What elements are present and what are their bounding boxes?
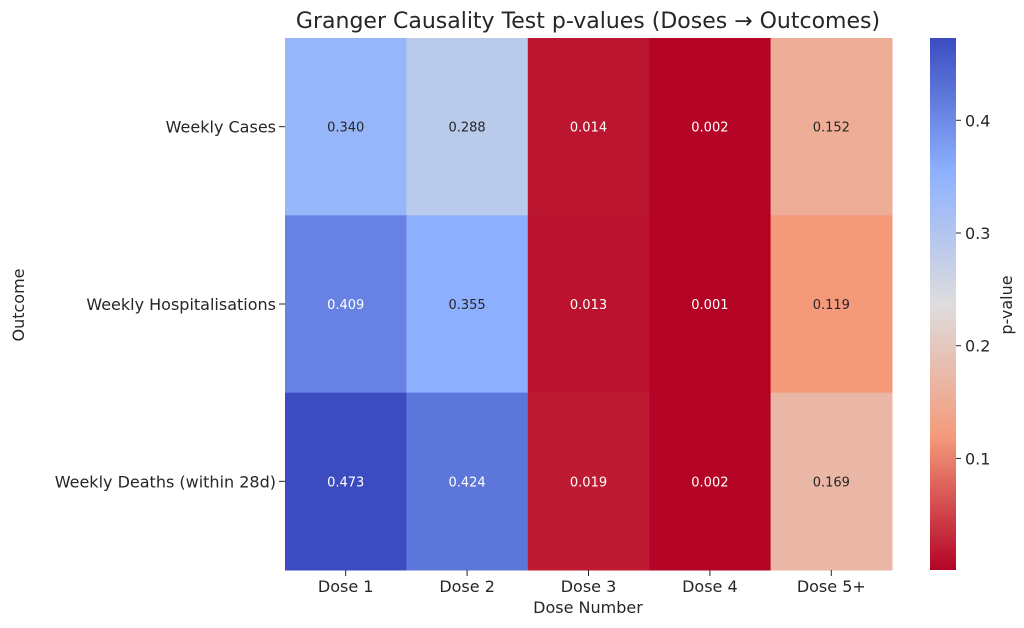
cell-value-label: 0.409 [327,298,364,313]
x-tick-label: Dose 3 [561,577,617,596]
x-tick-label: Dose 4 [682,577,738,596]
heatmap-cell [770,215,893,394]
x-tick-labels: Dose 1 Dose 2 Dose 3 Dose 4 Dose 5+ [318,570,866,596]
cell-value-label: 0.169 [813,475,850,490]
cell-value-label: 0.424 [448,475,485,490]
heatmap-cell [527,392,650,571]
y-axis-label: Outcome [9,268,28,341]
heatmap-cell [527,215,650,394]
heatmap-cell [406,215,529,394]
cell-value-label: 0.001 [691,298,728,313]
cell-value-label: 0.355 [448,298,485,313]
heatmap-cell [285,392,407,571]
cell-value-label: 0.119 [813,298,850,313]
heatmap-cell [527,38,650,216]
x-axis-label: Dose Number [533,598,643,617]
heatmap-cell [406,392,529,571]
cell-value-label: 0.340 [327,121,364,136]
cell-value-label: 0.014 [570,121,607,136]
colorbar-gradient [930,38,956,570]
heatmap-cell [285,215,407,394]
heatmap-cell [770,392,893,571]
heatmap-cell [649,392,772,571]
heatmap-cells: 0.340 0.288 0.014 0.002 0.152 0.409 0.355 0.013… [285,38,893,571]
colorbar-tick-label: 0.4 [965,111,990,130]
colorbar-label: p-value [997,275,1016,334]
x-tick-label: Dose 1 [318,577,374,596]
heatmap-cell [770,38,893,216]
cell-value-label: 0.473 [327,475,364,490]
x-tick-label: Dose 5+ [797,577,866,596]
y-tick-label: Weekly Hospitalisations [86,295,276,314]
colorbar-tick-label: 0.2 [965,337,990,356]
cell-value-label: 0.002 [691,121,728,136]
heatmap-cell [649,215,772,394]
cell-value-label: 0.152 [813,121,850,136]
cell-value-label: 0.019 [570,475,607,490]
cell-value-label: 0.288 [448,121,485,136]
colorbar-tick-label: 0.3 [965,224,990,243]
heatmap-cell [649,38,772,216]
colorbar-tick-label: 0.1 [965,449,990,468]
cell-value-label: 0.002 [691,475,728,490]
cell-value-label: 0.013 [570,298,607,313]
y-tick-labels: Weekly Cases Weekly Hospitalisations Weekl… [55,118,285,491]
y-tick-label: Weekly Deaths (within 28d) [55,472,276,491]
heatmap-cell [406,38,529,216]
colorbar: 0.1 0.2 0.3 0.4 [930,38,990,570]
chart-title: Granger Causality Test p-values (Doses →… [296,9,880,34]
heatmap-cell [285,38,407,216]
y-tick-label: Weekly Cases [166,118,276,137]
x-tick-label: Dose 2 [439,577,495,596]
